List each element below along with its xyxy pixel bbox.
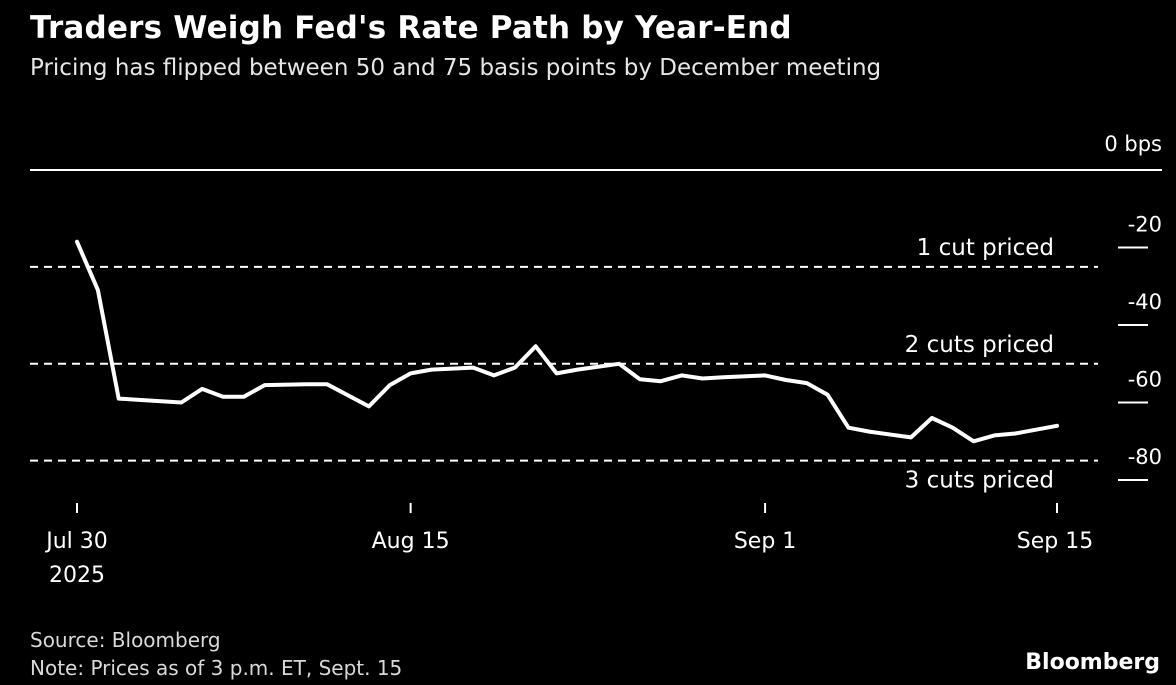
footnote: Source: Bloomberg Note: Prices as of 3 p… xyxy=(30,626,402,682)
y-tick-label: -40 xyxy=(1128,290,1162,314)
x-tick-label: Jul 30 xyxy=(44,529,108,554)
y-tick-label: -80 xyxy=(1128,445,1162,469)
source-text: Source: Bloomberg xyxy=(30,628,221,652)
x-tick-label: Aug 15 xyxy=(372,529,450,554)
reference-line-label: 2 cuts priced xyxy=(905,332,1054,358)
y-tick-label: 0 bps xyxy=(1104,132,1162,156)
x-tick-sublabel: 2025 xyxy=(49,563,105,588)
x-tick-label: Sep 1 xyxy=(734,529,796,554)
y-tick-label: -60 xyxy=(1128,368,1162,392)
bloomberg-logo: Bloomberg xyxy=(1025,650,1160,675)
reference-line-label: 3 cuts priced xyxy=(905,468,1054,494)
chart-subtitle: Pricing has flipped between 50 and 75 ba… xyxy=(30,55,882,81)
series-line xyxy=(75,239,1059,444)
reference-line-label: 1 cut priced xyxy=(917,235,1054,261)
x-tick-label: Sep 15 xyxy=(1017,529,1093,554)
y-tick-label: -20 xyxy=(1128,213,1162,237)
chart-title: Traders Weigh Fed's Rate Path by Year-En… xyxy=(30,10,792,46)
note-text: Note: Prices as of 3 p.m. ET, Sept. 15 xyxy=(30,656,403,680)
